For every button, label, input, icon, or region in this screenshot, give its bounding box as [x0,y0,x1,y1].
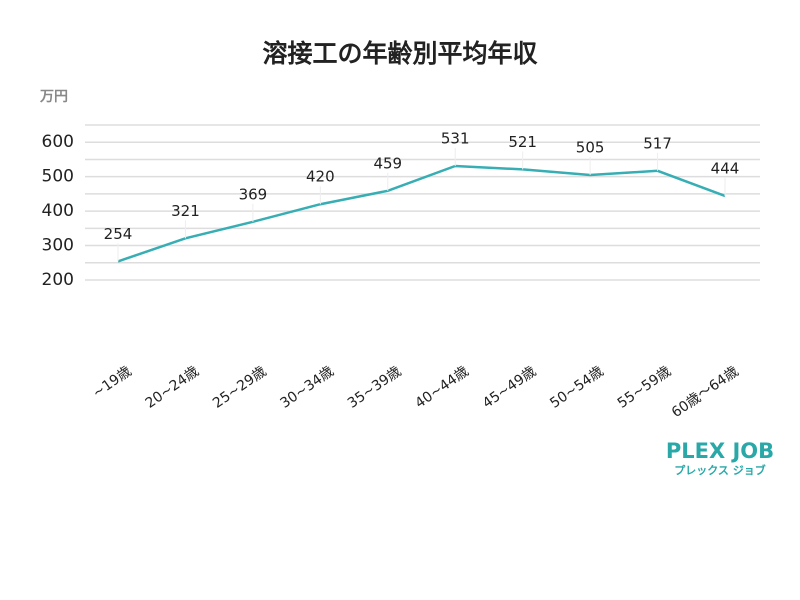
y-tick-label: 400 [42,201,74,221]
data-label: 444 [711,159,740,177]
data-label: 505 [576,138,605,156]
y-tick-label: 200 [42,270,74,290]
x-tick-label: 25~29歳 [210,363,269,411]
x-tick-label: 60歳～64歳 [669,363,742,421]
line [117,164,726,263]
x-tick-label: 30~34歳 [277,363,336,411]
y-tick-label: 600 [42,132,74,152]
y-tick-label: 500 [42,167,74,187]
data-label: 459 [373,154,402,172]
data-label: 517 [643,134,672,152]
data-label: 369 [239,185,268,203]
chart-title: 溶接工の年齢別平均年収 [262,39,538,68]
x-tick-label: 40~44歳 [412,363,471,411]
data-label: 531 [441,129,470,147]
x-tick-label: 50~54歳 [547,363,606,411]
data-label: 521 [508,133,537,151]
x-tick-label: 45~49歳 [480,363,539,411]
x-tick-label: ~19歳 [90,363,135,401]
data-label: 254 [104,225,133,243]
data-label: 321 [171,202,200,220]
logo-name: PLEX JOB [666,439,774,463]
y-tick-label: 300 [42,236,74,256]
data-label: 420 [306,168,335,186]
x-tick-label: 55~59歳 [615,363,674,411]
x-tick-label: 20~24歳 [143,363,202,411]
logo-kana: プレックス ジョブ [674,463,766,477]
y-unit: 万円 [39,89,68,105]
x-tick-label: 35~39歳 [345,363,404,411]
